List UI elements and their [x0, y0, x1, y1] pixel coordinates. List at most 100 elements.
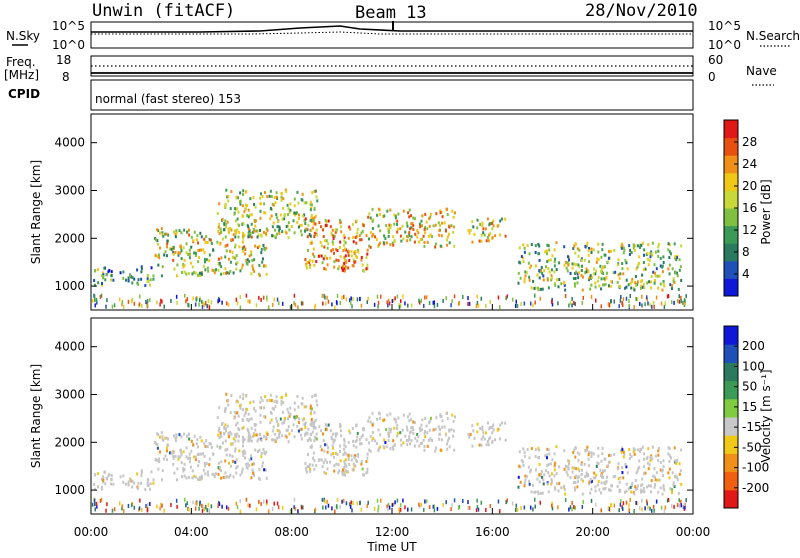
power-cell: [446, 243, 449, 247]
velocity-cell: [289, 406, 292, 410]
power-cell: [554, 283, 557, 287]
velocity-cell: [573, 486, 576, 490]
velocity-cell: [236, 432, 239, 436]
power-noise-cell: [94, 303, 96, 308]
power-cell: [200, 248, 203, 252]
velocity-cell: [622, 455, 625, 459]
velocity-cell: [248, 463, 251, 467]
power-cell: [580, 257, 583, 261]
power-cell: [112, 278, 115, 282]
velocity-cell: [305, 470, 308, 474]
power-cell: [567, 258, 570, 262]
power-noise-cell: [571, 296, 573, 301]
velocity-cell: [448, 429, 451, 433]
power-cell: [235, 219, 238, 223]
velocity-cell: [296, 394, 299, 398]
power-cell: [152, 277, 155, 281]
velocity-cell: [628, 456, 631, 460]
power-cell: [621, 262, 624, 266]
velocity-cell: [650, 490, 653, 494]
velocity-cell: [379, 445, 382, 449]
velocity-cell: [315, 464, 318, 468]
velocity-cell: [544, 454, 547, 458]
power-cell: [334, 247, 337, 251]
velocity-cell: [338, 469, 341, 473]
power-cell: [657, 286, 660, 290]
velocity-noise-cell: [321, 497, 324, 502]
power-cell: [573, 244, 576, 248]
velocity-noise-cell: [138, 506, 141, 511]
velocity-cell: [313, 420, 316, 424]
velocity-cell: [161, 469, 164, 473]
power-cell: [410, 222, 413, 226]
velocity-cell: [94, 473, 97, 477]
velocity-cell: [366, 467, 369, 471]
power-noise-cell: [551, 299, 553, 304]
power-noise-cell: [271, 302, 274, 307]
velocity-cell: [384, 440, 387, 444]
power-cell: [242, 192, 245, 196]
velocity-cell: [375, 441, 378, 445]
velocity-cell: [420, 423, 423, 427]
power-cell: [596, 279, 599, 283]
velocity-cell: [183, 462, 186, 466]
power-cell: [330, 249, 333, 253]
power-cell: [588, 278, 591, 282]
velocity-cell: [227, 432, 230, 436]
velocity-cell: [309, 423, 312, 427]
velocity-cell: [567, 467, 570, 471]
power-noise-cell: [641, 294, 643, 299]
power-cell: [278, 225, 281, 229]
velocity-cell: [423, 444, 426, 448]
velocity-cell: [220, 476, 223, 480]
velocity-noise-cell: [594, 502, 597, 507]
power-cell: [551, 254, 554, 258]
velocity-cell: [324, 423, 327, 427]
power-cell: [651, 253, 654, 257]
power-cell: [165, 232, 168, 236]
velocity-noise-cell: [420, 502, 423, 507]
power-cell: [363, 269, 366, 273]
power-noise-cell: [160, 298, 162, 303]
velocity-cell: [648, 484, 651, 488]
power-noise-cell: [202, 301, 204, 306]
power-cell: [194, 271, 197, 275]
power-cell: [644, 267, 647, 271]
power-cell: [478, 239, 481, 243]
power-cell: [252, 230, 255, 234]
velocity-noise-cell: [467, 505, 469, 510]
power-cell: [663, 284, 666, 288]
power-cell: [235, 262, 238, 266]
velocity-cell: [102, 477, 105, 481]
velocity-cell: [357, 452, 360, 456]
velocity-cell: [266, 432, 269, 436]
power-cell: [242, 234, 245, 238]
velocity-noise-cell: [666, 498, 669, 503]
velocity-cell: [654, 482, 657, 486]
power-cell: [277, 220, 280, 224]
power-cell: [238, 200, 241, 204]
velocity-cell: [237, 439, 240, 443]
velocity-cell: [263, 415, 266, 419]
velocity-cell: [377, 428, 380, 432]
velocity-cell: [192, 474, 195, 478]
power-cell: [349, 227, 352, 231]
power-cell: [641, 241, 644, 245]
velocity-cell: [264, 395, 267, 399]
velocity-cell: [593, 471, 596, 475]
power-cell: [224, 219, 227, 223]
power-cell: [248, 229, 251, 233]
velocity-cell: [265, 431, 268, 435]
velocity-noise-cell: [367, 500, 369, 505]
velocity-cell: [360, 462, 363, 466]
power-noise-cell: [324, 295, 326, 300]
velocity-cell: [262, 434, 265, 438]
power-cell: [452, 225, 455, 229]
velocity-cell: [326, 467, 329, 471]
power-cell: [389, 208, 392, 212]
velocity-noise-cell: [476, 504, 479, 509]
velocity-cell: [388, 427, 391, 431]
power-noise-cell: [366, 300, 368, 305]
power-cell: [674, 271, 677, 275]
velocity-cell: [223, 427, 226, 431]
